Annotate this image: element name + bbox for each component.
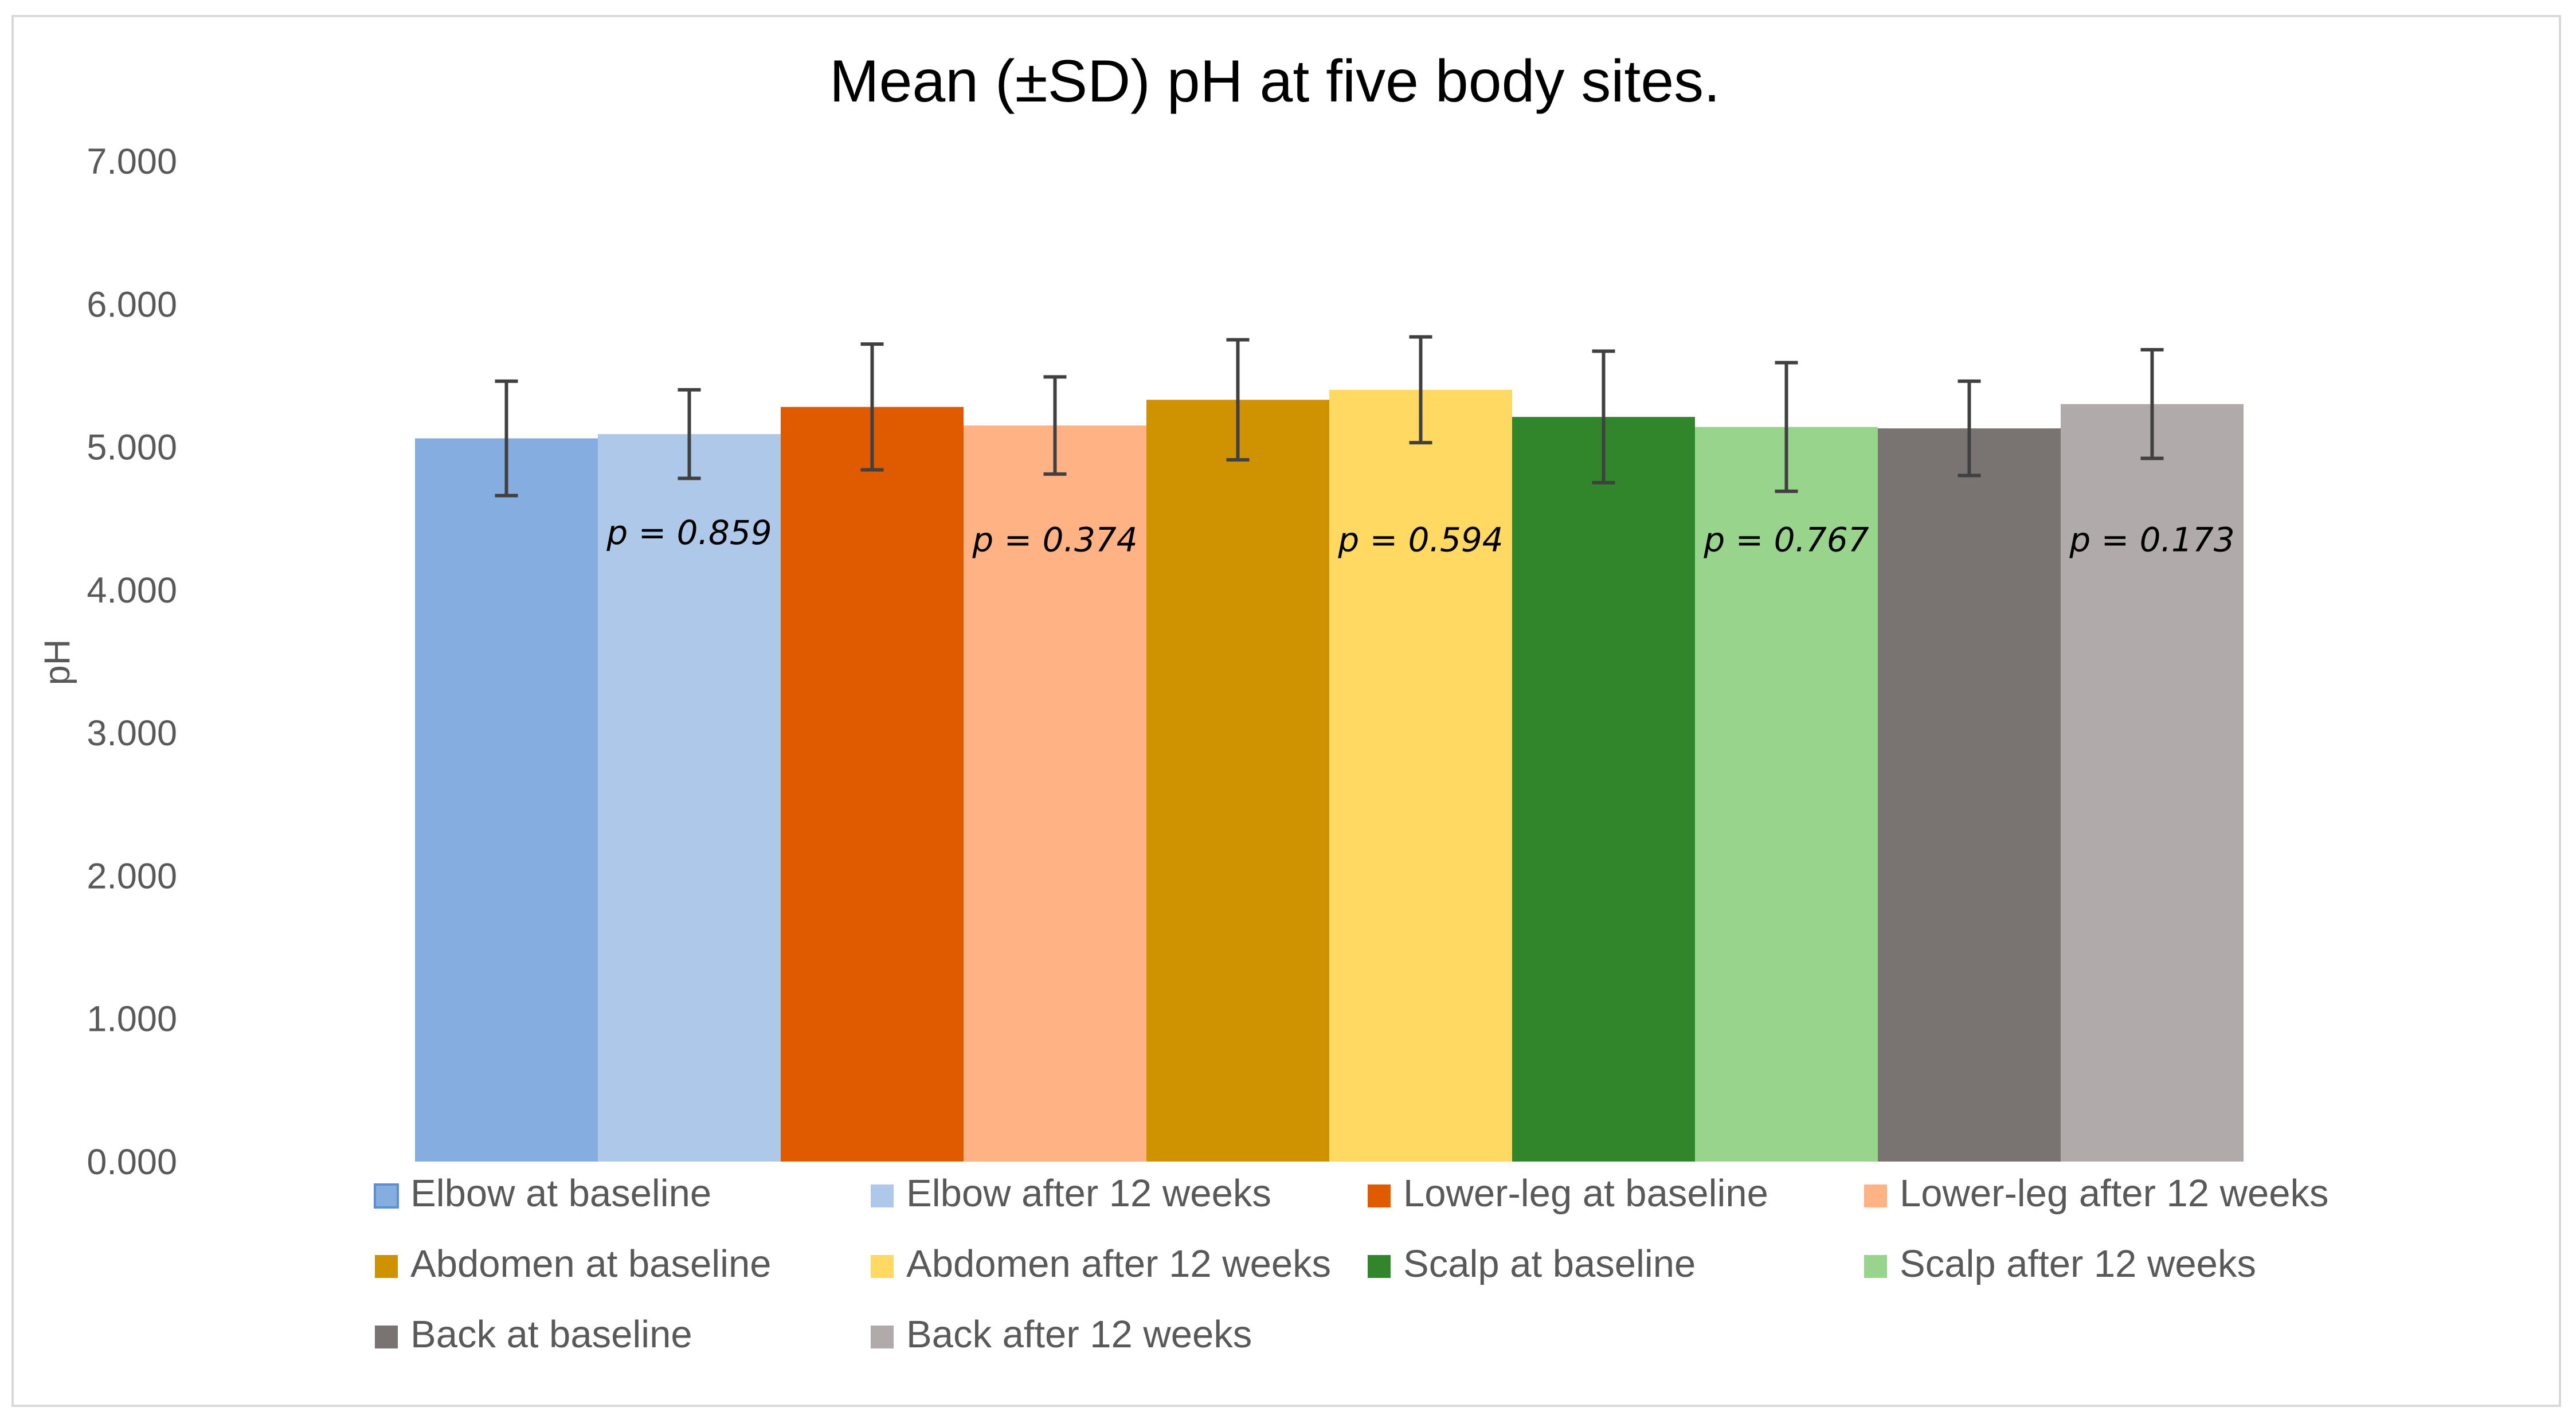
bar	[1146, 400, 1329, 1162]
legend-item: Lower-leg at baseline	[1368, 1172, 1768, 1215]
p-value-label: p = 0.173	[2069, 521, 2234, 560]
legend-item: Abdomen at baseline	[375, 1242, 772, 1285]
y-tick-label: 2.000	[87, 856, 177, 896]
error-bar	[1409, 335, 1432, 445]
chart-svg: Mean (±SD) pH at five body sites. 0.000 1…	[37, 48, 2329, 1356]
bar	[598, 434, 781, 1162]
error-bar	[1958, 379, 1981, 478]
p-value-annotations: p = 0.859 p = 0.374 p = 0.594 p = 0.767 p = …	[606, 513, 2234, 559]
legend-item: Back at baseline	[375, 1313, 692, 1356]
chart-frame: Mean (±SD) pH at five body sites. 0.000 1…	[11, 15, 2561, 1407]
legend-label: Back at baseline	[410, 1313, 692, 1356]
y-tick-label: 7.000	[87, 142, 177, 182]
error-bar	[860, 342, 884, 472]
legend-swatch	[1368, 1255, 1391, 1278]
y-tick-label: 4.000	[87, 570, 177, 611]
legend-label: Back after 12 weeks	[906, 1313, 1252, 1356]
legend-swatch	[375, 1255, 398, 1278]
bar	[415, 438, 598, 1162]
bar	[781, 406, 964, 1162]
legend-swatch	[375, 1326, 398, 1348]
legend-label: Abdomen after 12 weeks	[906, 1242, 1331, 1285]
legend-label: Elbow at baseline	[410, 1172, 711, 1215]
p-value-label: p = 0.859	[606, 513, 772, 552]
bar	[2061, 404, 2244, 1162]
error-bar	[495, 379, 518, 498]
bar	[1695, 427, 1878, 1162]
bar	[964, 425, 1146, 1162]
p-value-label: p = 0.767	[1703, 521, 1869, 560]
chart-title: Mean (±SD) pH at five body sites.	[829, 48, 1720, 115]
error-bars-group	[495, 335, 2164, 498]
legend-item: Scalp after 12 weeks	[1864, 1242, 2256, 1285]
legend-item: Back after 12 weeks	[871, 1313, 1252, 1356]
legend-item: Lower-leg after 12 weeks	[1864, 1172, 2329, 1215]
bar	[1329, 389, 1512, 1162]
legend-label: Abdomen at baseline	[410, 1242, 772, 1285]
legend-swatch	[1368, 1184, 1391, 1207]
legend-swatch	[871, 1184, 894, 1207]
p-value-label: p = 0.594	[1337, 521, 1503, 560]
legend-label: Scalp after 12 weeks	[1900, 1242, 2256, 1285]
legend-label: Scalp at baseline	[1403, 1242, 1696, 1285]
legend-item: Elbow at baseline	[374, 1172, 711, 1215]
legend-swatch	[374, 1183, 399, 1209]
legend-swatch	[871, 1255, 894, 1278]
bar	[1512, 417, 1695, 1162]
error-bar	[2140, 348, 2164, 460]
legend-item: Abdomen after 12 weeks	[871, 1242, 1331, 1285]
y-tick-label: 3.000	[87, 713, 177, 753]
bar	[1878, 428, 2061, 1162]
bars-group	[415, 389, 2244, 1162]
legend-label: Lower-leg at baseline	[1403, 1172, 1768, 1215]
p-value-label: p = 0.374	[972, 521, 1137, 560]
error-bar	[1775, 361, 1798, 493]
error-bar	[1043, 375, 1067, 476]
y-tick-label: 0.000	[87, 1142, 177, 1182]
y-tick-label: 5.000	[87, 428, 177, 468]
legend-swatch	[1864, 1184, 1887, 1207]
legend: Elbow at baseline Elbow after 12 weeks Low…	[374, 1172, 2329, 1356]
y-axis-title: pH	[37, 639, 77, 686]
legend-label: Lower-leg after 12 weeks	[1900, 1172, 2329, 1215]
error-bar	[678, 388, 701, 480]
error-bar	[1226, 338, 1250, 462]
legend-item: Scalp at baseline	[1368, 1242, 1696, 1285]
legend-swatch	[871, 1326, 894, 1348]
legend-swatch	[1864, 1255, 1887, 1278]
y-axis-ticks: 0.000 1.000 2.000 3.000 4.000 5.000 6.000 7.000	[87, 142, 177, 1182]
legend-label: Elbow after 12 weeks	[906, 1172, 1271, 1215]
y-tick-label: 1.000	[87, 999, 177, 1039]
error-bar	[1592, 349, 1615, 484]
legend-item: Elbow after 12 weeks	[871, 1172, 1271, 1215]
y-tick-label: 6.000	[87, 284, 177, 325]
